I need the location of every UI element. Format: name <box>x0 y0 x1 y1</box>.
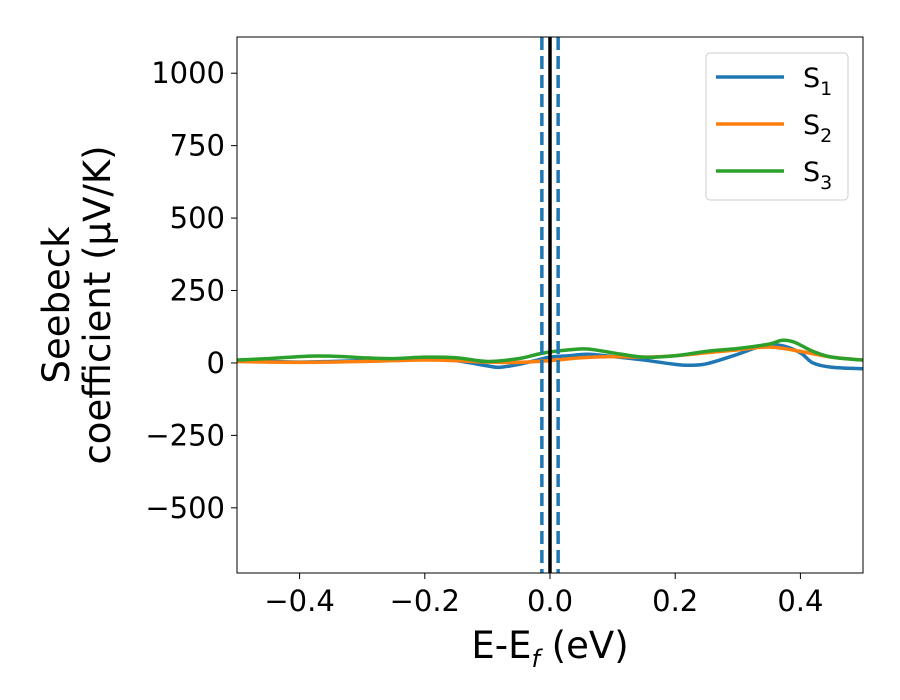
legend-box <box>705 52 849 201</box>
y-tick-label: −500 <box>145 491 225 525</box>
legend: S1 S2 S3 <box>705 52 849 201</box>
y-axis-label: Seebeckcoefficient (μV/K) <box>35 145 119 464</box>
plot-frame <box>236 36 864 574</box>
y-tick-label: 750 <box>170 129 225 163</box>
x-axis-label-unit: (eV) <box>540 624 629 667</box>
x-tick-label: 0.2 <box>652 584 698 618</box>
y-tick-label: 500 <box>170 201 225 235</box>
x-tick-label: 0.4 <box>777 584 823 618</box>
x-axis-label-base: E-E <box>471 624 531 667</box>
y-axis-label-line1: Seebeck <box>35 226 78 384</box>
legend-label-s1: S1 <box>803 63 832 100</box>
x-ticks: −0.4 −0.2 0.0 0.2 0.4 <box>264 573 823 618</box>
y-tick-label: 250 <box>170 274 225 308</box>
x-tick-label: −0.4 <box>264 584 334 618</box>
y-tick-label: 0 <box>207 346 225 380</box>
x-axis-label: E-Ef (eV) <box>471 624 628 673</box>
x-tick-label: −0.2 <box>390 584 460 618</box>
plot-area <box>237 37 863 573</box>
x-tick-label: 0.0 <box>527 584 573 618</box>
legend-label-s3: S3 <box>803 157 832 194</box>
y-ticks: −500 −250 0 250 500 750 1000 <box>145 56 237 525</box>
y-tick-label: −250 <box>145 418 225 452</box>
legend-label-s2: S2 <box>803 110 832 147</box>
y-axis-label-line2: coefficient (μV/K) <box>76 145 119 464</box>
y-tick-label: 1000 <box>151 56 225 90</box>
